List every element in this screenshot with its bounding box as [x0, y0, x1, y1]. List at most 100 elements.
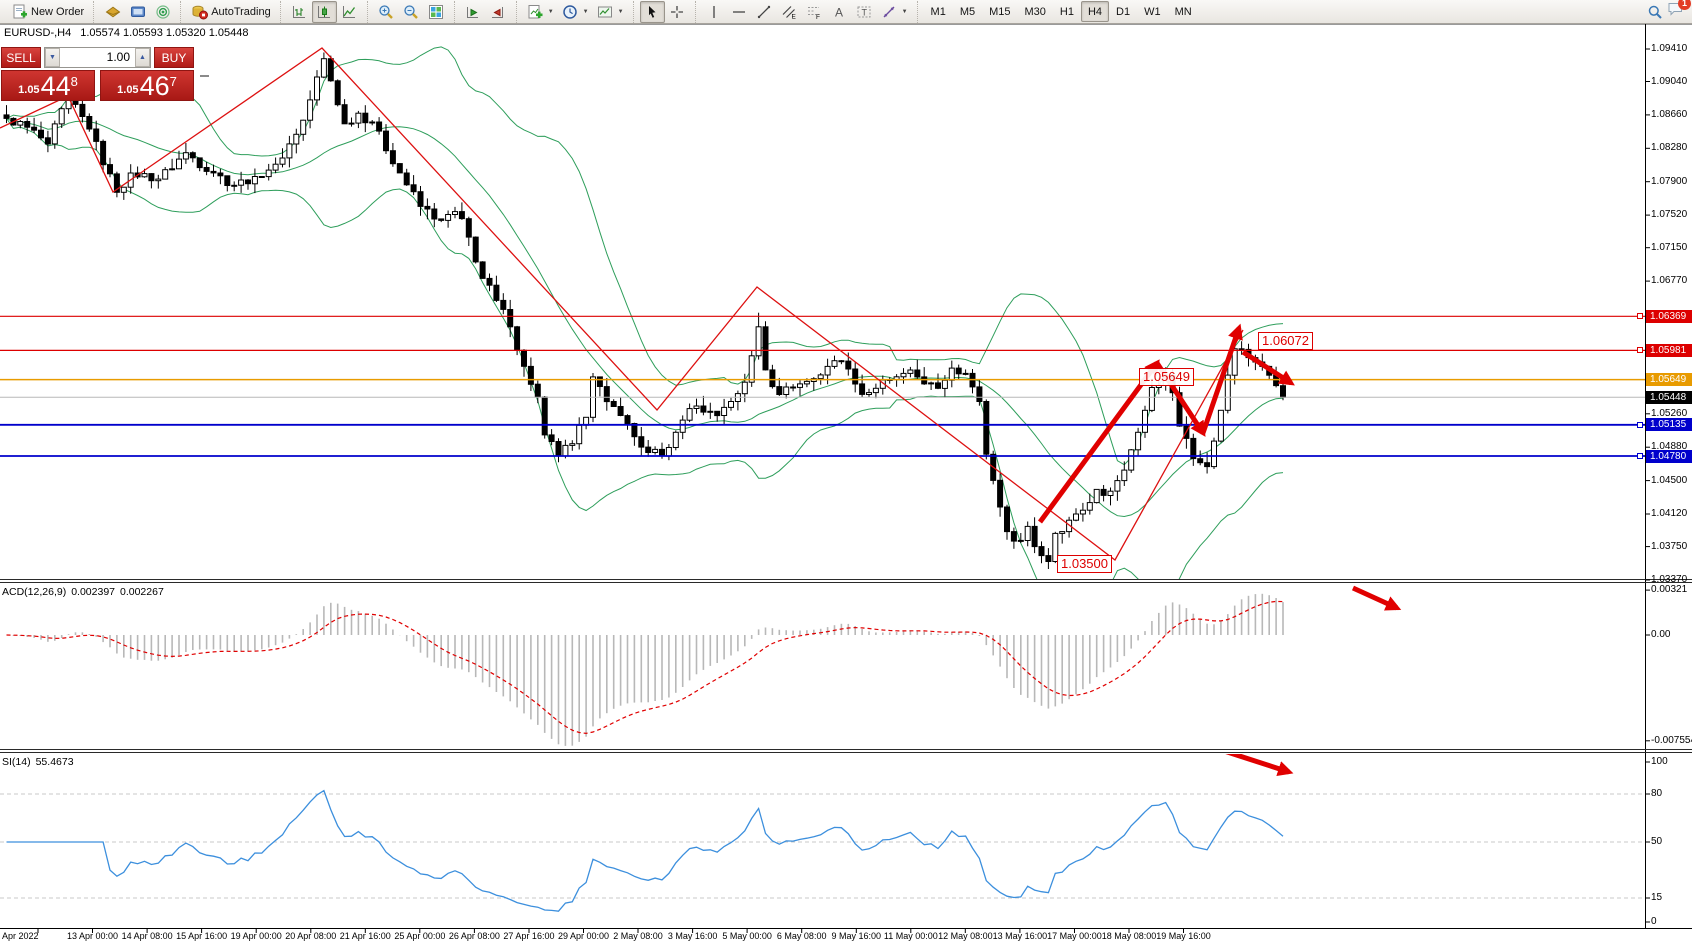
price-tick: 1.09410	[1651, 43, 1688, 54]
time-label: Apr 2022	[2, 931, 39, 941]
cursor-button[interactable]	[639, 0, 665, 23]
buy-price-base: 1.05	[117, 84, 139, 96]
vertical-line-icon	[706, 3, 723, 20]
volume-up-button[interactable]: ▲	[135, 48, 150, 67]
level-badge: 1.04780	[1646, 449, 1692, 463]
sell-price-big: 44	[40, 71, 71, 101]
mail-button[interactable]	[100, 1, 125, 23]
timeframe-m15[interactable]: M15	[989, 5, 1011, 18]
timeframe-m30[interactable]: M30	[1024, 5, 1046, 18]
sell-button[interactable]: SELL	[1, 47, 41, 68]
autotrading-button[interactable]: AutoTrading	[187, 1, 275, 23]
level-line-handle[interactable]	[1637, 453, 1643, 460]
chart-title: EURUSD-,H4 1.05574 1.05593 1.05320 1.0544…	[4, 27, 257, 39]
current-price-badge: 1.05448	[1646, 390, 1692, 404]
horizontal-line-button[interactable]	[727, 1, 752, 23]
sell-price-sup: 8	[70, 74, 78, 89]
volume-value[interactable]: 1.00	[106, 50, 130, 64]
template-button[interactable]: ▼	[593, 1, 628, 23]
time-label: 12 May 08:00	[938, 931, 993, 941]
zoom-in-button[interactable]	[374, 1, 399, 23]
rsi-tick: 100	[1651, 756, 1668, 767]
ohlc-values: 1.05574 1.05593 1.05320 1.05448	[80, 27, 249, 39]
equidistant-channel-button[interactable]: E	[777, 1, 802, 23]
timeframe-d1[interactable]: D1	[1116, 5, 1131, 18]
time-label: 13 May 16:00	[992, 931, 1048, 941]
buy-price-sup: 7	[169, 74, 177, 89]
level-line-handle[interactable]	[1637, 313, 1643, 320]
price-annotation-tag: 1.03500	[1057, 555, 1112, 573]
time-label: 19 May 16:00	[1156, 931, 1211, 941]
period-icon	[562, 3, 579, 20]
chart-shift-button[interactable]	[486, 1, 511, 23]
timeframe-h4[interactable]: H4	[1080, 1, 1110, 22]
price-tick: 1.09040	[1651, 75, 1688, 87]
volume-down-button[interactable]: ▼	[45, 48, 60, 67]
candlestick-chart-icon	[316, 3, 333, 20]
volume-stepper: ▼ 1.00 ▲	[44, 47, 151, 68]
template-icon	[597, 3, 614, 20]
time-label: 14 Apr 08:00	[121, 931, 173, 941]
line-chart-button[interactable]	[337, 1, 362, 23]
period-button[interactable]: ▼	[558, 1, 593, 23]
candlestick-chart-button[interactable]	[311, 0, 337, 23]
metaeditor-button[interactable]	[125, 1, 150, 23]
price-tick: 1.08660	[1651, 108, 1688, 120]
sell-price-display[interactable]: 1.05 44 8	[1, 70, 95, 101]
arrows-button[interactable]: ▼	[877, 1, 912, 23]
text-button[interactable]: A	[827, 1, 852, 23]
time-label: 29 Apr 00:00	[557, 931, 610, 941]
chart-shift-icon	[490, 3, 507, 20]
signals-button[interactable]	[150, 1, 175, 23]
arrows-icon	[881, 3, 898, 20]
buy-button[interactable]: BUY	[154, 47, 194, 68]
timeframe-m5[interactable]: M5	[959, 5, 976, 18]
zoom-out-button[interactable]	[399, 1, 424, 23]
rsi-label: SI(14) 55.4673	[2, 756, 74, 768]
auto-scroll-button[interactable]	[461, 1, 486, 23]
price-tick: 1.07900	[1651, 175, 1688, 187]
one-click-collapse[interactable]	[200, 75, 209, 77]
equidistant-channel-icon: E	[781, 3, 798, 20]
level-line-handle[interactable]	[1637, 347, 1643, 354]
time-label: 9 May 16:00	[831, 931, 882, 941]
timeframe-w1[interactable]: W1	[1144, 5, 1161, 18]
timeframe-m1[interactable]: M1	[930, 5, 946, 18]
search-icon	[1646, 3, 1663, 20]
chat-button[interactable]: 1	[1667, 0, 1691, 23]
bar-chart-button[interactable]	[287, 1, 312, 23]
search-button[interactable]	[1642, 1, 1667, 23]
rsi-tick: 80	[1651, 788, 1663, 799]
text-icon: A	[831, 3, 848, 20]
trendline-button[interactable]	[752, 1, 777, 23]
autotrading-label: AutoTrading	[211, 5, 271, 18]
signals-icon	[154, 3, 171, 20]
price-tick: 1.06770	[1651, 275, 1688, 287]
fibonacci-button[interactable]: F	[802, 1, 827, 23]
new-chart-button[interactable]: ▼	[523, 1, 558, 23]
time-label: 27 Apr 16:00	[503, 931, 555, 941]
price-tick: 1.04120	[1651, 508, 1688, 520]
level-line-handle[interactable]	[1637, 421, 1643, 428]
price-tick: 1.03370	[1651, 573, 1688, 585]
time-label: 18 May 08:00	[1101, 931, 1157, 941]
new-chart-icon	[527, 3, 544, 20]
tile-windows-button[interactable]	[424, 1, 449, 23]
trendline-icon	[756, 3, 773, 20]
timeframe-mn[interactable]: MN	[1174, 5, 1192, 18]
crosshair-icon	[669, 3, 686, 20]
vertical-line-button[interactable]	[702, 1, 727, 23]
one-click-trading-panel: SELL ▼ 1.00 ▲ BUY 1.05 44 8 1.05 46 7	[1, 47, 194, 101]
time-label: 26 Apr 08:00	[448, 931, 500, 941]
buy-price-display[interactable]: 1.05 46 7	[100, 70, 194, 101]
new-order-label: New Order	[31, 5, 85, 18]
price-tick: 1.03750	[1651, 540, 1688, 552]
time-label: 11 May 00:00	[883, 931, 938, 941]
new-order-button[interactable]: New Order	[7, 1, 88, 23]
chevron-down-icon: ▼	[547, 8, 554, 15]
timeframe-h1[interactable]: H1	[1059, 5, 1074, 18]
price-tick: 1.04500	[1651, 474, 1688, 486]
crosshair-button[interactable]	[665, 1, 690, 23]
text-label-button[interactable]: T	[852, 1, 877, 23]
